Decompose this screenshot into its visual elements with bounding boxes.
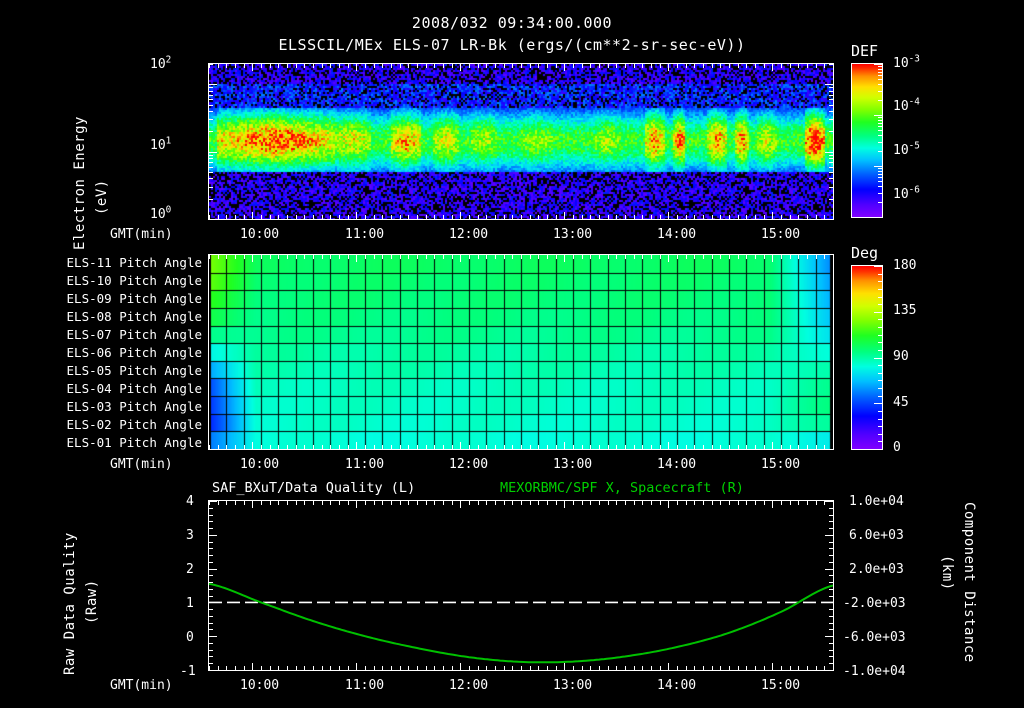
def-colorbar <box>851 63 883 218</box>
panel3-xlabel: GMT(min) <box>110 678 173 693</box>
pitch-angle-row-label-els-01: ELS-01 Pitch Angle <box>66 435 202 450</box>
panel3-xtick-1500: 15:00 <box>761 678 801 693</box>
data-quality-plot-area[interactable] <box>208 500 834 671</box>
pitch-angle-row-label-els-10: ELS-10 Pitch Angle <box>66 273 202 288</box>
deg-colorbar-label-180: 180 <box>893 258 917 273</box>
def-colorbar-label-1e-5: 10-5 <box>893 140 920 158</box>
def-colorbar-title: DEF <box>851 42 879 60</box>
pitch-angle-row-label-els-06: ELS-06 Pitch Angle <box>66 345 202 360</box>
panel3-left-tick-1: 1 <box>186 596 194 611</box>
panel1-xlabel: GMT(min) <box>110 227 173 242</box>
deg-colorbar-title: Deg <box>851 244 879 262</box>
panel1-ytick-1e0: 100 <box>150 204 172 222</box>
pitch-angle-row-label-els-07: ELS-07 Pitch Angle <box>66 327 202 342</box>
pitch-angle-row-label-els-09: ELS-09 Pitch Angle <box>66 291 202 306</box>
panel3-title-left: SAF_BXuT/Data Quality (L) <box>212 480 416 496</box>
panel1-ytick-1e2: 102 <box>150 54 172 72</box>
deg-colorbar-label-0: 0 <box>893 440 901 455</box>
panel1-xtick-1100: 11:00 <box>345 227 385 242</box>
panel1-xtick-1300: 13:00 <box>553 227 593 242</box>
panel3-right-tick-neg6e3: -6.0e+03 <box>843 630 906 645</box>
panel1-xtick-1400: 14:00 <box>657 227 697 242</box>
def-colorbar-label-1e-3: 10-3 <box>893 53 920 71</box>
deg-colorbar <box>851 265 883 450</box>
panel3-right-tick-neg1e4: -1.0e+04 <box>843 664 906 679</box>
panel1-ylabel-line2: (eV) <box>94 179 110 215</box>
panel3-left-tick-neg1: -1 <box>180 664 196 679</box>
panel3-left-tick-4: 4 <box>186 494 194 509</box>
panel2-xtick-1000: 10:00 <box>240 457 280 472</box>
spectrogram-plot-area[interactable] <box>208 63 834 220</box>
panel3-right-ylabel-line1: Component Distance <box>961 502 977 663</box>
panel1-xtick-1200: 12:00 <box>449 227 489 242</box>
panel3-left-tick-2: 2 <box>186 562 194 577</box>
panel3-left-tick-0: 0 <box>186 630 194 645</box>
panel3-left-tick-3: 3 <box>186 528 194 543</box>
panel2-xtick-1200: 12:00 <box>449 457 489 472</box>
panel1-xtick-1000: 10:00 <box>240 227 280 242</box>
panel2-xtick-1400: 14:00 <box>657 457 697 472</box>
pitch-angle-row-label-els-05: ELS-05 Pitch Angle <box>66 363 202 378</box>
panel3-xtick-1300: 13:00 <box>553 678 593 693</box>
panel3-right-ylabel-line2: (km) <box>939 555 955 591</box>
panel1-ytick-1e1: 101 <box>150 135 172 153</box>
pitch-angle-row-label-els-02: ELS-02 Pitch Angle <box>66 417 202 432</box>
panel2-xtick-1300: 13:00 <box>553 457 593 472</box>
def-colorbar-label-1e-6: 10-6 <box>893 184 920 202</box>
panel2-xtick-1100: 11:00 <box>345 457 385 472</box>
electron-energy-spectrogram-panel: Electron Energy (eV) 102 101 100 GMT(min… <box>0 42 1024 250</box>
panel3-title-right: MEXORBMC/SPF X, Spacecraft (R) <box>500 480 744 496</box>
data-quality-distance-panel: SAF_BXuT/Data Quality (L) MEXORBMC/SPF X… <box>0 480 1024 708</box>
panel3-right-tick-6e3: 6.0e+03 <box>849 528 904 543</box>
pitch-angle-plot-area[interactable] <box>208 254 834 450</box>
pitch-angle-panel: ELS-11 Pitch Angle ELS-10 Pitch Angle EL… <box>0 244 1024 472</box>
panel3-right-tick-2e3: 2.0e+03 <box>849 562 904 577</box>
pitch-angle-row-label-els-04: ELS-04 Pitch Angle <box>66 381 202 396</box>
plot-dataset-title: ELSSCIL/MEx ELS-07 LR-Bk (ergs/(cm**2-sr… <box>278 36 746 54</box>
panel3-right-tick-neg2e3: -2.0e+03 <box>843 596 906 611</box>
deg-colorbar-label-90: 90 <box>893 349 909 364</box>
plot-datetime-title: 2008/032 09:34:00.000 <box>411 14 613 32</box>
spacecraft-distance-trace <box>209 582 833 664</box>
deg-colorbar-label-135: 135 <box>893 303 917 318</box>
panel3-left-ylabel-line1: Raw Data Quality <box>62 532 78 675</box>
panel3-xtick-1100: 11:00 <box>345 678 385 693</box>
panel1-ylabel-line1: Electron Energy <box>72 116 88 250</box>
pitch-angle-row-label-els-03: ELS-03 Pitch Angle <box>66 399 202 414</box>
deg-colorbar-label-45: 45 <box>893 395 909 410</box>
panel2-xlabel: GMT(min) <box>110 457 173 472</box>
pitch-angle-row-label-els-11: ELS-11 Pitch Angle <box>66 255 202 270</box>
pitch-angle-row-label-els-08: ELS-08 Pitch Angle <box>66 309 202 324</box>
panel3-xtick-1200: 12:00 <box>449 678 489 693</box>
def-colorbar-label-1e-4: 10-4 <box>893 96 920 114</box>
panel3-xtick-1000: 10:00 <box>240 678 280 693</box>
panel3-xtick-1400: 14:00 <box>657 678 697 693</box>
panel2-xtick-1500: 15:00 <box>761 457 801 472</box>
panel3-right-tick-1e4: 1.0e+04 <box>849 494 904 509</box>
panel3-left-ylabel-line2: (Raw) <box>84 579 100 624</box>
panel1-xtick-1500: 15:00 <box>761 227 801 242</box>
